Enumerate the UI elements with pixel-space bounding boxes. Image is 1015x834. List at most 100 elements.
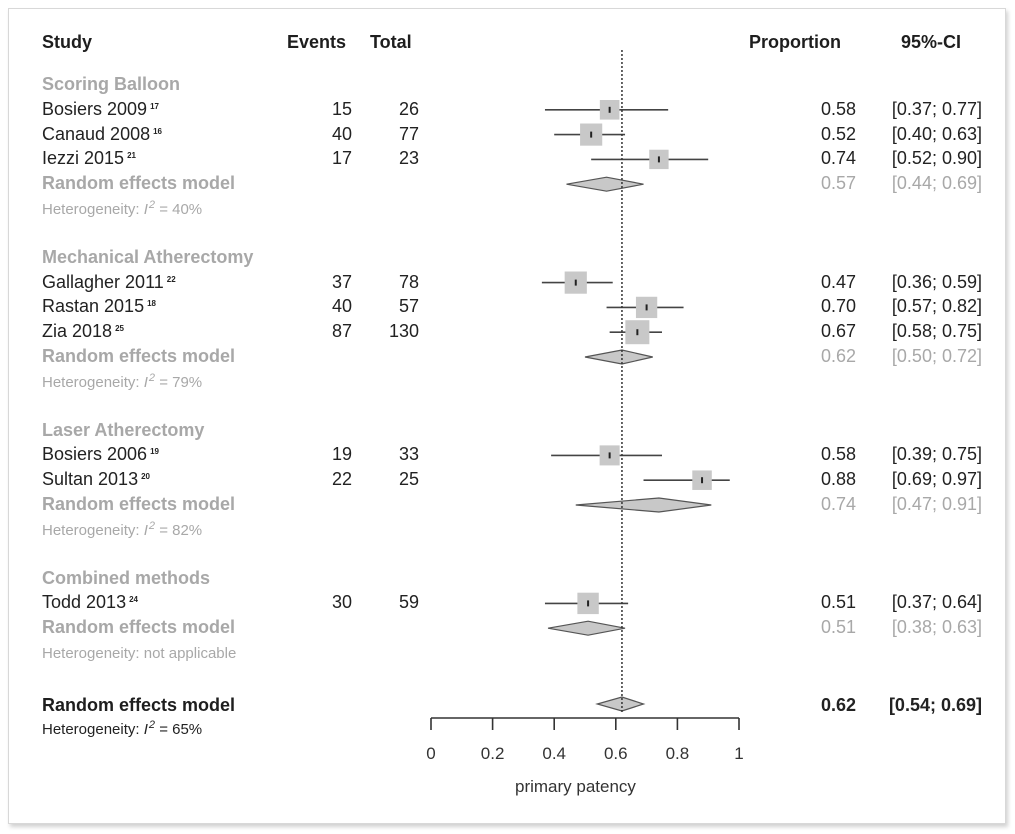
overall-ci: [0.54; 0.69] — [888, 695, 982, 715]
group-label: Combined methods — [42, 567, 211, 588]
study-reference: 25 — [115, 324, 124, 334]
study-ci: [0.37; 0.64] — [891, 592, 982, 613]
study-name: Todd 2013 24 — [42, 592, 138, 612]
study-total: 26 — [398, 98, 419, 119]
study-proportion: 0.74 — [820, 148, 856, 169]
study-ci: [0.57; 0.82] — [891, 296, 982, 317]
header-events: Events — [287, 32, 347, 52]
heterogeneity-prefix: Heterogeneity: — [42, 201, 144, 218]
subgroup-model-proportion: 0.57 — [820, 173, 856, 194]
study-proportion: 0.51 — [820, 592, 856, 613]
header-proportion: Proportion — [749, 32, 841, 52]
i-letter: I — [143, 201, 148, 218]
header-ci: 95%-CI — [901, 32, 962, 52]
header-total: Total — [370, 32, 412, 52]
x-tick-label: 0.4 — [542, 744, 567, 763]
figure-frame — [8, 8, 1006, 824]
study-name: Sultan 2013 20 — [42, 469, 150, 489]
overall-model-label: Random effects model — [42, 695, 236, 715]
subgroup-model-ci: [0.50; 0.72] — [891, 346, 982, 366]
study-events: 37 — [331, 271, 352, 292]
heterogeneity-i-squared: I2 — [143, 519, 156, 539]
study-total: 78 — [398, 271, 419, 292]
heterogeneity-value: = 65% — [155, 721, 203, 738]
subgroup-model-label: Random effects model — [42, 173, 236, 194]
study-name-text: Rastan 2015 — [42, 296, 145, 317]
heterogeneity-i-squared: I2 — [143, 199, 156, 218]
study-events: 22 — [331, 469, 352, 490]
x-tick-label: 0.6 — [603, 744, 628, 763]
overall-proportion: 0.62 — [820, 695, 856, 715]
study-proportion: 0.67 — [820, 321, 856, 342]
heterogeneity-value: = 82% — [155, 521, 203, 539]
subgroup-model-label: Random effects model — [42, 494, 236, 514]
subgroup-diamond — [566, 176, 644, 192]
study-total: 25 — [398, 469, 419, 490]
subgroup-heterogeneity: Heterogeneity: I2 = 82% — [42, 519, 203, 541]
study-name: Canaud 2008 16 — [42, 124, 162, 144]
study-proportion: 0.70 — [820, 296, 856, 317]
study-proportion: 0.47 — [820, 271, 856, 292]
study-total: 33 — [398, 444, 419, 465]
study-name: Gallagher 2011 22 — [42, 272, 176, 292]
study-ci: [0.58; 0.75] — [891, 321, 982, 342]
i-superscript: 2 — [148, 519, 156, 532]
i-letter: I — [143, 521, 148, 539]
subgroup-model-proportion: 0.51 — [820, 617, 856, 638]
study-total: 77 — [398, 123, 419, 144]
group-label: Mechanical Atherectomy — [42, 246, 254, 267]
study-name-text: Sultan 2013 — [42, 469, 139, 490]
subgroup-model-ci: [0.47; 0.91] — [891, 494, 982, 514]
study-reference: 18 — [147, 299, 156, 309]
heterogeneity-prefix: Heterogeneity: — [42, 521, 144, 539]
study-name-text: Gallagher 2011 — [42, 271, 164, 292]
heterogeneity-i-squared: I2 — [143, 719, 155, 738]
study-reference: 24 — [129, 595, 138, 605]
overall-heterogeneity: Heterogeneity: I2 = 65% — [42, 719, 203, 740]
i-superscript: 2 — [148, 371, 156, 384]
subgroup-heterogeneity: Heterogeneity: not applicable — [42, 645, 237, 662]
study-events: 15 — [331, 98, 352, 119]
subgroup-diamond — [547, 620, 626, 636]
subgroup-heterogeneity: Heterogeneity: I2 = 40% — [42, 199, 203, 220]
x-tick-label: 0 — [426, 744, 436, 763]
heterogeneity-value: = 40% — [155, 201, 203, 218]
study-events: 40 — [331, 123, 352, 144]
study-total: 57 — [398, 296, 419, 317]
study-proportion: 0.88 — [820, 469, 856, 490]
study-name: Bosiers 2009 17 — [42, 99, 159, 119]
subgroup-model-ci: [0.44; 0.69] — [891, 173, 982, 194]
subgroup-model-label: Random effects model — [42, 346, 236, 366]
study-total: 130 — [388, 321, 419, 342]
study-name-text: Iezzi 2015 — [42, 148, 125, 169]
study-name-text: Bosiers 2006 — [42, 444, 148, 465]
x-tick-label: 1 — [734, 744, 744, 763]
study-name: Rastan 2015 18 — [42, 296, 156, 316]
heterogeneity-prefix: Heterogeneity: — [42, 373, 144, 391]
study-reference: 17 — [150, 101, 159, 111]
header-study: Study — [42, 32, 93, 52]
study-proportion: 0.52 — [820, 123, 856, 144]
study-name: Bosiers 2006 19 — [42, 444, 159, 464]
x-tick-label: 0.2 — [480, 744, 505, 763]
study-events: 87 — [331, 321, 352, 342]
i-letter: I — [143, 373, 148, 391]
subgroup-model-proportion: 0.62 — [820, 346, 856, 366]
group-label: Laser Atherectomy — [42, 419, 205, 440]
study-reference: 16 — [153, 126, 163, 136]
study-proportion: 0.58 — [820, 444, 856, 465]
study-events: 40 — [331, 296, 352, 317]
study-ci: [0.52; 0.90] — [891, 148, 982, 169]
i-letter: I — [143, 721, 148, 738]
study-name: Zia 2018 25 — [42, 321, 124, 341]
study-reference: 20 — [141, 472, 150, 482]
i-superscript: 2 — [148, 199, 156, 211]
x-axis-label: primary patency — [515, 777, 636, 796]
study-reference: 19 — [150, 447, 159, 457]
study-name-text: Zia 2018 — [42, 321, 113, 342]
heterogeneity-i-squared: I2 — [143, 371, 156, 391]
study-name-text: Todd 2013 — [42, 592, 127, 613]
study-events: 17 — [331, 148, 352, 169]
subgroup-heterogeneity: Heterogeneity: I2 = 79% — [42, 371, 202, 393]
